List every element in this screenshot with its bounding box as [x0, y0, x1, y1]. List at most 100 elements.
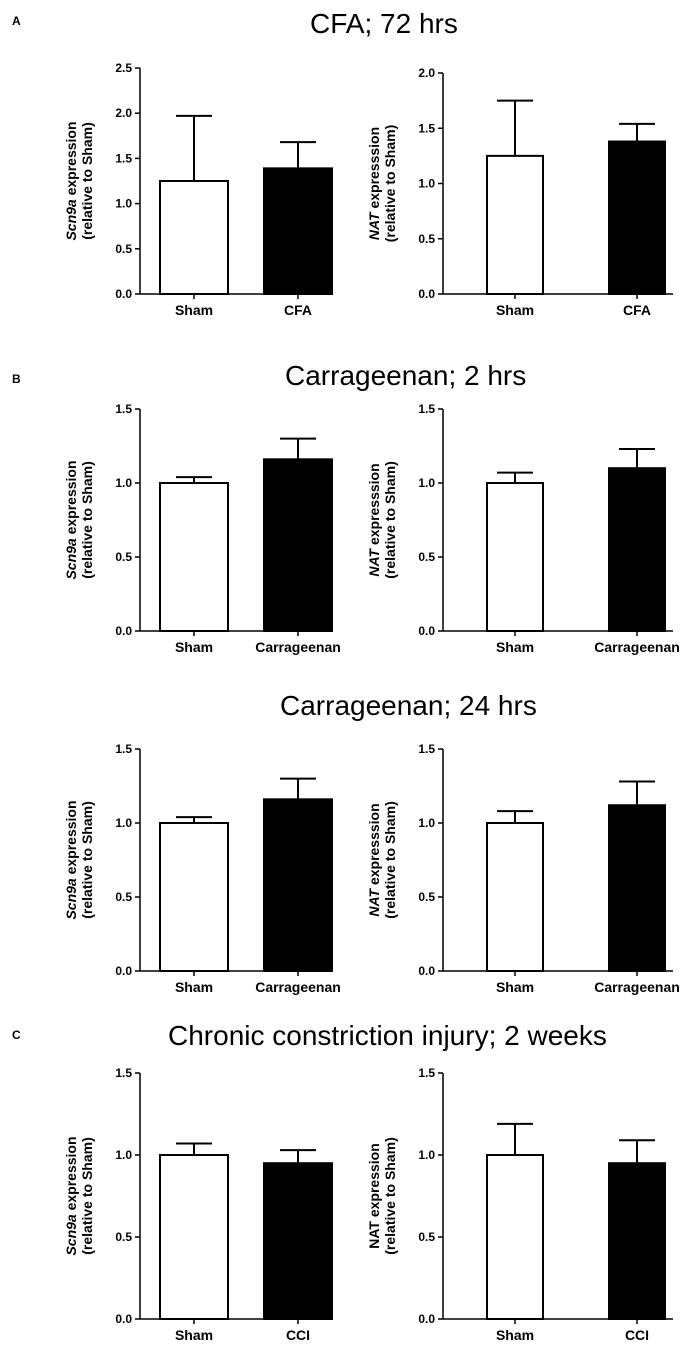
y-tick-label: 0.0	[115, 624, 132, 638]
y-axis-label-gene: NAT	[366, 887, 382, 916]
y-axis-label-text: expression	[63, 460, 79, 538]
chart-cfa-scn9a: 0.0 0.5 1.0 1.5 2.0 2.5 Scn9a expression (relat…	[63, 61, 333, 318]
y-tick-label: 1.5	[418, 1066, 435, 1080]
y-tick-label: 2.0	[115, 106, 132, 120]
chart-carrageenan-2h-scn9a: 0.0 0.5 1.0 1.5 Scn9a expression (relative to…	[63, 402, 341, 655]
y-tick-label: 0.5	[115, 1230, 132, 1244]
y-tick-label: 0.5	[115, 890, 132, 904]
y-tick-label: 1.0	[115, 816, 132, 830]
bar-sham	[159, 822, 229, 972]
section-title-cci: Chronic constriction injury; 2 weeks	[168, 1020, 607, 1051]
y-tick-label: 1.0	[115, 1148, 132, 1162]
y-tick-label: 0.0	[115, 964, 132, 978]
panel-letter-a: A	[12, 14, 21, 28]
x-tick-label: Sham	[175, 302, 213, 318]
y-axis-label-text: expresssion	[366, 127, 382, 213]
bar-cci	[608, 1162, 666, 1320]
y-axis-label-text: expresssion	[366, 463, 382, 549]
y-tick-label: 1.5	[115, 151, 132, 165]
y-tick-label: 1.5	[115, 402, 132, 416]
chart-cci-scn9a: 0.0 0.5 1.0 1.5 Scn9a expression (relative to…	[63, 1066, 333, 1343]
x-tick-label: Carrageenan	[594, 979, 680, 995]
y-axis-label: Scn9a expression	[63, 460, 79, 579]
x-tick-label: Carrageenan	[255, 979, 341, 995]
section-title-cfa: CFA; 72 hrs	[310, 8, 458, 39]
y-tick-label: 1.0	[418, 476, 435, 490]
y-axis-label: Scn9a expression	[63, 121, 79, 240]
bar-sham	[486, 154, 544, 295]
y-axis-label-gene: Scn9a	[63, 538, 79, 579]
chart-cci-nat: 0.0 0.5 1.0 1.5 NAT expression (relative to S…	[366, 1066, 673, 1343]
y-tick-label: 1.0	[418, 1148, 435, 1162]
y-tick-label: 0.0	[115, 287, 132, 301]
x-tick-label: Sham	[496, 302, 534, 318]
section-title-carrageenan-2h: Carrageenan; 2 hrs	[285, 360, 527, 391]
y-axis-label-line2: (relative to Sham)	[79, 461, 95, 578]
y-axis-label-line2: (relative to Sham)	[382, 461, 398, 578]
bar-sham	[486, 482, 544, 632]
y-axis-label: Scn9a expression	[63, 1136, 79, 1255]
y-tick-label: 0.0	[418, 624, 435, 638]
chart-carrageenan-24h-scn9a: 0.0 0.5 1.0 1.5 Scn9a expression (relative to…	[63, 742, 341, 995]
x-tick-label: CCI	[625, 1327, 649, 1343]
y-axis-label-text: expression	[63, 121, 79, 199]
y-axis-label-line2: (relative to Sham)	[382, 801, 398, 918]
y-tick-label: 1.0	[418, 177, 435, 191]
y-tick-label: 2.5	[115, 61, 132, 75]
y-tick-label: 0.0	[418, 964, 435, 978]
x-tick-label: Sham	[496, 639, 534, 655]
x-tick-label: Carrageenan	[255, 639, 341, 655]
y-axis-label-gene: Scn9a	[63, 1214, 79, 1255]
x-tick-label: CCI	[286, 1327, 310, 1343]
x-tick-label: CFA	[284, 302, 312, 318]
y-axis-label: NAT expression	[366, 1143, 382, 1249]
y-axis-label-text: NAT expression	[366, 1143, 382, 1249]
y-axis-label: NAT expresssion	[366, 127, 382, 240]
y-tick-label: 1.0	[115, 197, 132, 211]
y-axis-label-gene: Scn9a	[63, 878, 79, 919]
y-axis-label-gene: NAT	[366, 547, 382, 576]
y-tick-label: 0.5	[418, 232, 435, 246]
y-tick-label: 0.0	[418, 1312, 435, 1326]
y-axis-label-text: expression	[63, 1136, 79, 1214]
x-tick-label: Sham	[496, 979, 534, 995]
bar-sham	[159, 482, 229, 632]
y-tick-label: 0.5	[418, 890, 435, 904]
chart-cfa-nat: 0.0 0.5 1.0 1.5 2.0 NAT expresssion (relative …	[366, 66, 673, 318]
y-axis-label-line2: (relative to Sham)	[79, 122, 95, 239]
y-tick-label: 0.5	[115, 242, 132, 256]
bar-carrageenan	[608, 467, 666, 632]
x-tick-label: Sham	[175, 639, 213, 655]
y-axis-label-line2: (relative to Sham)	[79, 1137, 95, 1254]
y-tick-label: 1.5	[115, 1066, 132, 1080]
y-tick-label: 1.5	[418, 742, 435, 756]
bar-cci	[263, 1162, 333, 1320]
y-tick-label: 1.0	[418, 816, 435, 830]
y-tick-label: 1.0	[115, 476, 132, 490]
bar-carrageenan	[608, 804, 666, 972]
y-axis-label-text: expression	[63, 800, 79, 878]
y-tick-label: 2.0	[418, 66, 435, 80]
y-tick-label: 0.0	[115, 1312, 132, 1326]
y-axis-label: NAT expresssion	[366, 463, 382, 576]
bar-carrageenan	[263, 458, 333, 632]
y-axis-label-line2: (relative to Sham)	[79, 801, 95, 918]
y-tick-label: 0.0	[418, 287, 435, 301]
y-tick-label: 1.5	[418, 402, 435, 416]
panel-letter-c: C	[12, 1028, 21, 1042]
x-tick-label: Carrageenan	[594, 639, 680, 655]
bar-sham	[159, 180, 229, 295]
y-axis-label-gene: NAT	[366, 211, 382, 240]
y-axis-label-line2: (relative to Sham)	[382, 125, 398, 242]
bar-cfa	[608, 140, 666, 296]
x-tick-label: Sham	[175, 1327, 213, 1343]
bar-cfa	[263, 167, 333, 295]
y-tick-label: 0.5	[115, 550, 132, 564]
y-tick-label: 1.5	[115, 742, 132, 756]
bar-sham	[486, 1154, 544, 1320]
y-axis-label: NAT expresssion	[366, 803, 382, 916]
bar-sham	[486, 822, 544, 972]
x-tick-label: CFA	[623, 302, 651, 318]
chart-carrageenan-24h-nat: 0.0 0.5 1.0 1.5 NAT expresssion (relative to …	[366, 742, 680, 995]
bar-carrageenan	[263, 798, 333, 972]
